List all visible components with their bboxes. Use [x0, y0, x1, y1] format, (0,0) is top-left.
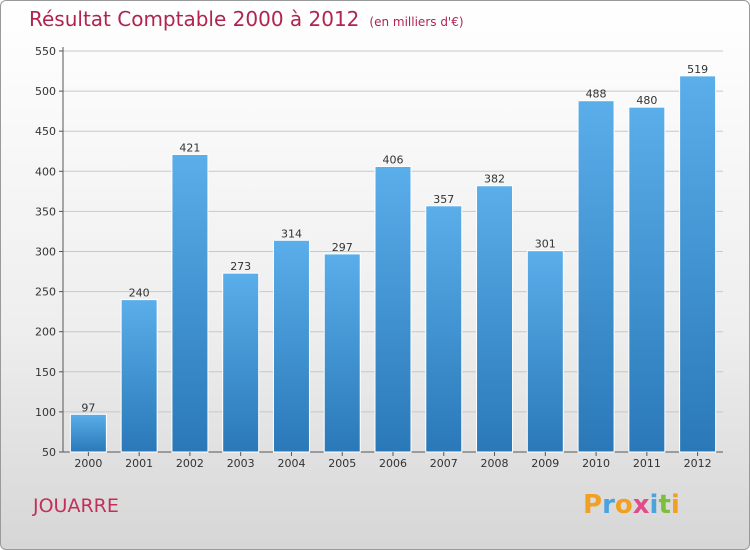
x-tick-label-2002: 2002	[176, 457, 204, 470]
bar-2008	[476, 185, 514, 453]
chart-title: Résultat Comptable 2000 à 2012 (en millie…	[29, 7, 464, 31]
x-tick-label-2010: 2010	[582, 457, 610, 470]
unit-label: (en milliers d'€)	[369, 15, 464, 29]
bar-2004	[272, 239, 310, 453]
y-tick-label: 550	[35, 45, 56, 58]
x-tick-label-2011: 2011	[633, 457, 661, 470]
data-label-2009: 301	[535, 238, 556, 251]
logo-letter: o	[614, 490, 633, 520]
y-tick-label: 100	[35, 406, 56, 419]
logo-letter: i	[670, 490, 680, 520]
logo-letter: x	[632, 490, 650, 520]
y-tick-label: 50	[42, 446, 56, 459]
bar-2010	[577, 100, 615, 453]
y-tick-label: 300	[35, 246, 56, 259]
title-text: Résultat Comptable 2000 à 2012	[29, 7, 360, 31]
logo-letter: i	[649, 490, 659, 520]
data-label-2006: 406	[383, 153, 404, 166]
bar-2011	[628, 106, 666, 453]
y-tick-label: 150	[35, 366, 56, 379]
x-tick-label-2007: 2007	[430, 457, 458, 470]
y-tick-label: 250	[35, 286, 56, 299]
bars	[69, 75, 717, 453]
y-tick-label: 450	[35, 125, 56, 138]
proxiti-logo: Proxiti	[583, 490, 680, 520]
bar-2005	[323, 253, 361, 453]
data-label-2003: 273	[230, 260, 251, 273]
data-label-2000: 97	[81, 401, 95, 414]
x-tick-label-2001: 2001	[125, 457, 153, 470]
y-tick-label: 400	[35, 165, 56, 178]
bar-2009	[526, 250, 564, 453]
data-label-2007: 357	[433, 193, 454, 206]
x-tick-label-2003: 2003	[227, 457, 255, 470]
y-tick-label: 500	[35, 85, 56, 98]
data-labels: 97 240 421 273 314 297 406 357 382 301 488 480 519	[81, 63, 708, 414]
x-tick-label-2009: 2009	[531, 457, 559, 470]
data-label-2008: 382	[484, 173, 505, 186]
y-tick-labels: 50 100 150 200 250 300 350 400 450 500 550	[35, 45, 63, 459]
y-tick-label: 350	[35, 205, 56, 218]
logo-letter: t	[658, 490, 671, 520]
data-label-2005: 297	[332, 241, 353, 254]
logo-letter: P	[583, 490, 603, 520]
bar-2007	[425, 205, 463, 453]
data-label-2004: 314	[281, 227, 302, 240]
x-tick-label-2004: 2004	[277, 457, 305, 470]
bar-2002	[171, 153, 209, 453]
data-label-2011: 480	[636, 94, 657, 107]
city-name: JOUARRE	[33, 495, 119, 517]
data-label-2001: 240	[129, 287, 150, 300]
data-label-2010: 488	[586, 88, 607, 101]
x-tick-label-2005: 2005	[328, 457, 356, 470]
bar-2000	[69, 413, 107, 453]
bar-2006	[374, 165, 412, 453]
data-label-2012: 519	[687, 63, 708, 76]
x-tick-label-2008: 2008	[481, 457, 509, 470]
bar-2003	[222, 272, 260, 453]
x-tick-labels: 2000 2001 2002 2003 2004 2005 2006 2007 2008 2009…	[74, 452, 712, 470]
bar-2012	[679, 75, 717, 453]
logo-letter: r	[602, 490, 615, 520]
y-tick-label: 200	[35, 326, 56, 339]
x-tick-label-2000: 2000	[74, 457, 102, 470]
bar-2001	[120, 299, 158, 453]
data-label-2002: 421	[179, 141, 200, 154]
x-tick-label-2012: 2012	[684, 457, 712, 470]
x-tick-label-2006: 2006	[379, 457, 407, 470]
